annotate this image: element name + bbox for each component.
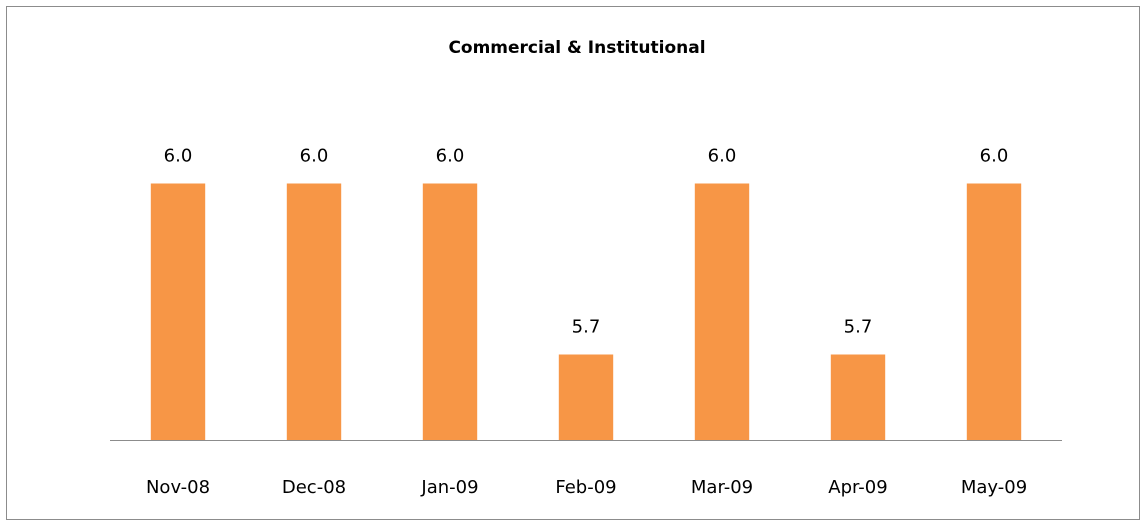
data-label: 6.0 — [300, 146, 329, 167]
data-label: 6.0 — [708, 146, 737, 167]
data-label: 5.7 — [844, 317, 873, 338]
x-tick-label: Mar-09 — [691, 477, 753, 498]
bar — [558, 354, 614, 440]
x-tick-label: May-09 — [961, 477, 1027, 498]
bar — [966, 183, 1022, 440]
data-label: 6.0 — [436, 146, 465, 167]
bar — [150, 183, 206, 440]
bar — [286, 183, 342, 440]
data-label: 6.0 — [164, 146, 193, 167]
bar — [830, 354, 886, 440]
x-tick-label: Dec-08 — [282, 477, 346, 498]
chart-title: Commercial & Institutional — [448, 38, 705, 58]
x-tick-label: Apr-09 — [828, 477, 887, 498]
x-tick-label: Jan-09 — [420, 477, 478, 498]
data-label: 6.0 — [980, 146, 1009, 167]
x-tick-label: Feb-09 — [555, 477, 616, 498]
data-label: 5.7 — [572, 317, 601, 338]
bar — [694, 183, 750, 440]
x-tick-label: Nov-08 — [146, 477, 210, 498]
bar — [422, 183, 478, 440]
